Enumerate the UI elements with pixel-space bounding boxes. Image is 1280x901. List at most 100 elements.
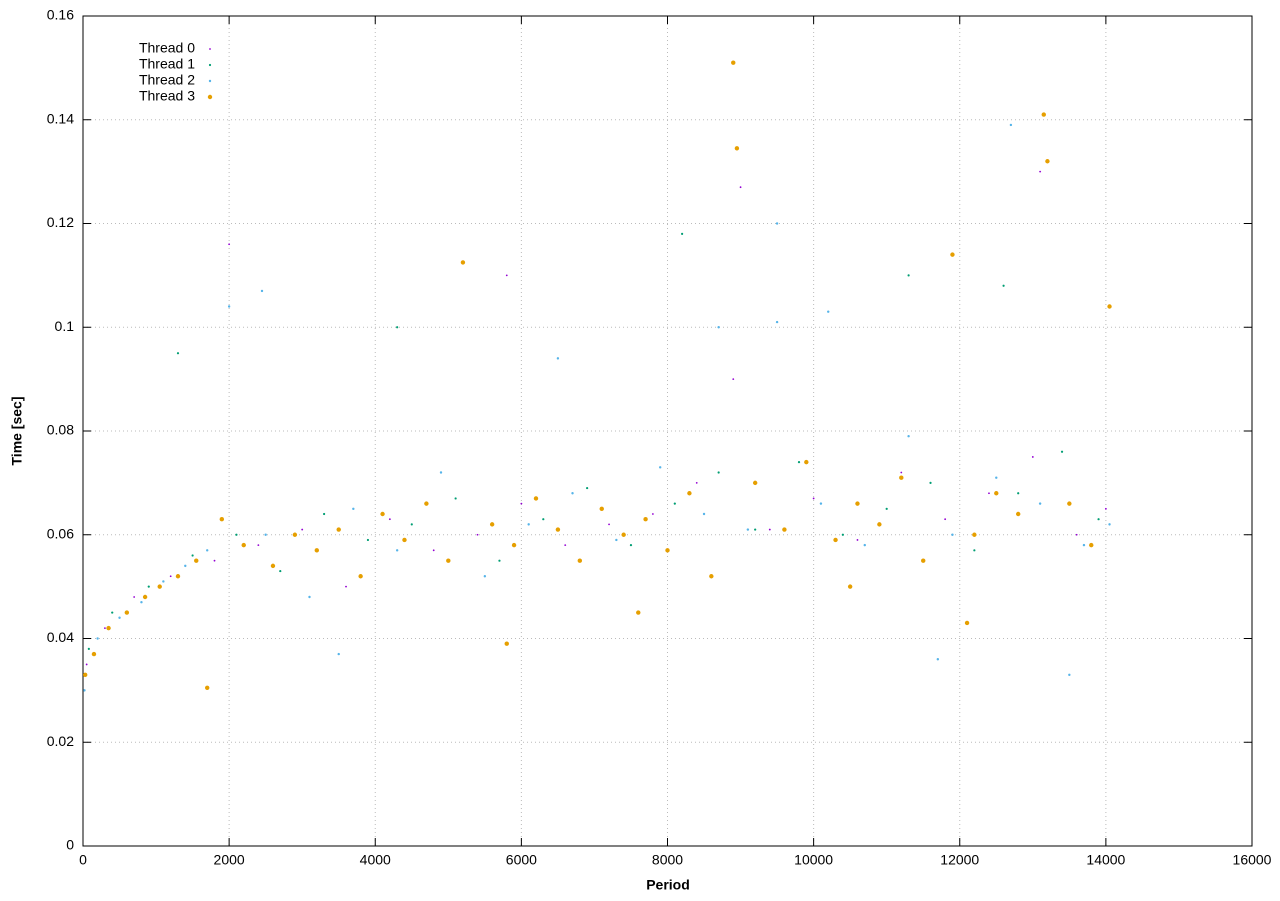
point bbox=[621, 532, 626, 537]
point bbox=[988, 492, 990, 495]
point bbox=[498, 559, 501, 562]
point bbox=[169, 575, 172, 578]
point bbox=[175, 574, 181, 579]
point bbox=[951, 533, 954, 536]
point bbox=[82, 672, 88, 678]
point bbox=[460, 260, 466, 265]
point bbox=[717, 326, 720, 329]
point bbox=[586, 486, 589, 490]
point bbox=[380, 511, 385, 517]
point bbox=[213, 559, 216, 562]
point bbox=[819, 502, 823, 505]
x-tick-label: 10000 bbox=[794, 852, 833, 868]
point bbox=[936, 658, 940, 661]
point bbox=[929, 481, 932, 484]
point bbox=[1002, 284, 1005, 287]
x-tick-label: 6000 bbox=[506, 852, 537, 868]
x-tick-label: 14000 bbox=[1086, 852, 1125, 868]
x-tick-label: 16000 bbox=[1233, 852, 1272, 868]
point bbox=[219, 516, 225, 522]
point bbox=[1031, 456, 1034, 458]
point bbox=[301, 528, 304, 531]
point bbox=[754, 528, 757, 531]
y-tick-label: 0.04 bbox=[47, 629, 74, 645]
point bbox=[358, 574, 363, 579]
point bbox=[944, 518, 947, 521]
point bbox=[83, 689, 86, 692]
point bbox=[1045, 159, 1050, 164]
point bbox=[520, 502, 523, 505]
point bbox=[856, 539, 859, 541]
point bbox=[366, 538, 370, 542]
point bbox=[907, 274, 910, 277]
point bbox=[972, 532, 977, 537]
legend-marker bbox=[208, 79, 212, 83]
point bbox=[323, 512, 326, 516]
point bbox=[797, 461, 801, 464]
point bbox=[1067, 501, 1072, 506]
point bbox=[527, 523, 530, 526]
x-tick-label: 4000 bbox=[360, 852, 391, 868]
point bbox=[775, 320, 779, 324]
point bbox=[827, 310, 830, 313]
point bbox=[264, 533, 267, 536]
point bbox=[855, 501, 860, 506]
point bbox=[673, 502, 676, 505]
point bbox=[717, 471, 720, 474]
point bbox=[483, 575, 487, 578]
point bbox=[505, 274, 508, 277]
point bbox=[504, 641, 509, 646]
point bbox=[782, 527, 787, 532]
point bbox=[228, 243, 231, 246]
point bbox=[402, 537, 407, 543]
y-tick-label: 0.14 bbox=[47, 110, 74, 126]
point bbox=[124, 610, 130, 615]
point bbox=[658, 466, 662, 469]
point bbox=[907, 434, 910, 438]
point bbox=[950, 252, 955, 257]
point bbox=[336, 527, 341, 532]
point bbox=[739, 186, 742, 189]
legend-label: Thread 2 bbox=[139, 72, 195, 88]
point bbox=[1038, 502, 1042, 505]
point bbox=[643, 516, 648, 522]
point bbox=[308, 595, 311, 599]
point bbox=[746, 528, 750, 531]
point bbox=[410, 523, 413, 526]
point bbox=[732, 378, 735, 381]
y-tick-label: 0.1 bbox=[55, 318, 75, 334]
point bbox=[571, 492, 574, 495]
point bbox=[731, 60, 736, 65]
point bbox=[396, 326, 399, 329]
point bbox=[629, 544, 633, 547]
point bbox=[608, 523, 610, 526]
point bbox=[995, 476, 998, 479]
point bbox=[804, 459, 809, 465]
point bbox=[337, 652, 340, 656]
point bbox=[270, 563, 276, 569]
point bbox=[292, 532, 298, 537]
point bbox=[636, 610, 641, 615]
y-tick-label: 0.08 bbox=[47, 422, 74, 438]
point bbox=[1009, 123, 1013, 127]
point bbox=[533, 496, 539, 501]
point bbox=[841, 533, 844, 536]
point bbox=[140, 600, 143, 604]
point bbox=[885, 507, 888, 510]
point bbox=[752, 480, 758, 486]
point bbox=[877, 522, 882, 527]
point bbox=[85, 663, 88, 666]
point bbox=[1016, 511, 1021, 517]
point bbox=[1039, 170, 1042, 173]
point bbox=[489, 522, 495, 527]
point bbox=[439, 471, 443, 474]
point bbox=[1075, 533, 1078, 536]
point bbox=[227, 305, 231, 308]
point bbox=[1041, 112, 1046, 117]
point bbox=[345, 585, 347, 588]
point bbox=[812, 497, 815, 500]
y-tick-label: 0 bbox=[66, 837, 74, 853]
point bbox=[194, 558, 199, 563]
point bbox=[142, 594, 148, 600]
legend-marker bbox=[208, 63, 212, 67]
